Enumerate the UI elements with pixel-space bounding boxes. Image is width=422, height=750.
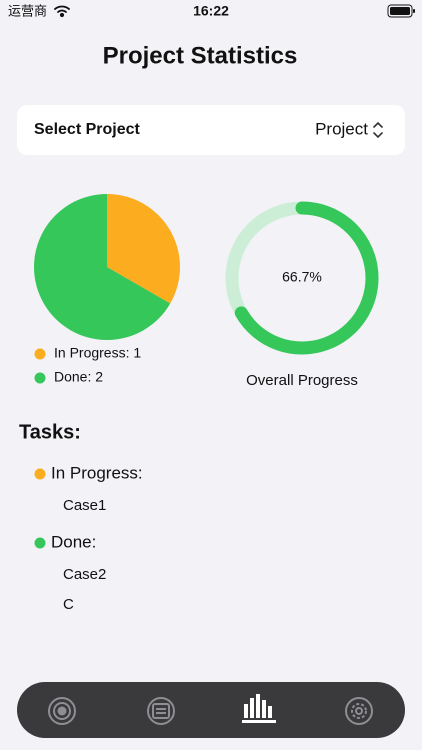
legend-dot (34, 372, 46, 384)
tasks-title: Tasks: (19, 421, 81, 443)
selector-card[interactable] (17, 105, 405, 155)
chevron-icon (373, 121, 383, 139)
gauge-arc (234, 201, 379, 355)
group-dot (34, 537, 46, 549)
legend-dot (34, 348, 46, 360)
legend-label: In Progress: 1 (54, 345, 141, 361)
tab-settings[interactable] (345, 697, 373, 725)
group-dot (34, 468, 46, 480)
tab-bar-bg (17, 682, 405, 738)
task-item: Case2 (63, 566, 106, 583)
gauge-value: 66.7% (282, 269, 322, 285)
group-name: In Progress: (51, 463, 143, 482)
battery-icon (387, 4, 415, 18)
wifi-icon (54, 5, 70, 18)
pie-slice (33, 193, 171, 340)
selector-value[interactable]: Project (315, 119, 368, 138)
tab-statistics[interactable] (242, 694, 276, 723)
tab-calendar[interactable] (147, 697, 175, 725)
tab-target[interactable] (48, 697, 76, 725)
gauge-title: Overall Progress (246, 372, 358, 389)
page-title: Project Statistics (103, 42, 298, 69)
group-name: Done: (51, 532, 96, 551)
task-item: C (63, 596, 74, 613)
selector-label: Select Project (34, 121, 141, 138)
pie-slice (107, 194, 180, 304)
carrier: 运营商 (8, 3, 47, 18)
project-selector[interactable]: Select Project Project (17, 105, 405, 155)
tab-bar (17, 682, 405, 738)
clock: 16:22 (193, 3, 229, 19)
legend-label: Done: 2 (54, 369, 103, 385)
task-item: Case1 (63, 497, 106, 514)
